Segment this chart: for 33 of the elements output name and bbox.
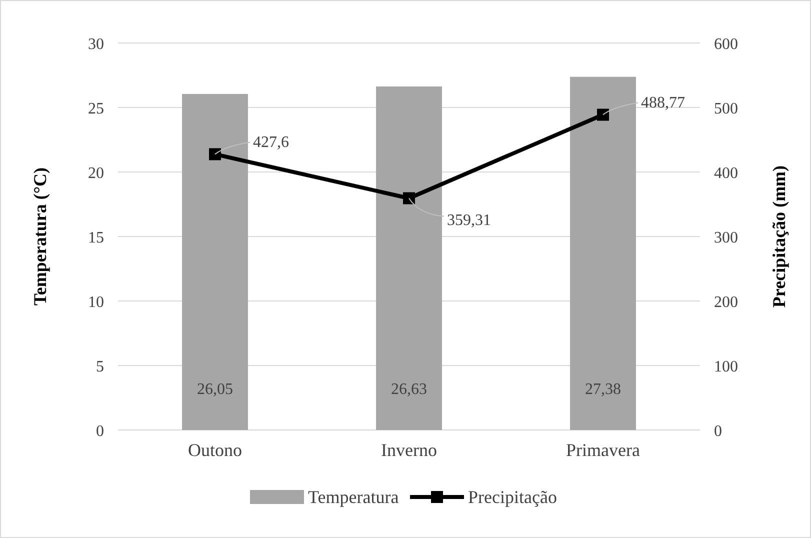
bar — [376, 86, 442, 430]
x-tick-label: Primavera — [566, 440, 640, 460]
data-label: 27,38 — [585, 381, 621, 398]
x-tick-label: Outono — [188, 440, 242, 460]
y-axis-title: Temperatura (°C) — [30, 167, 50, 306]
y2-tick-label: 100 — [714, 358, 738, 376]
data-label: 26,63 — [391, 381, 427, 398]
y2-tick-label: 0 — [714, 423, 722, 440]
data-label: 26,05 — [197, 381, 233, 398]
y2-tick-label: 200 — [714, 294, 738, 311]
bar — [182, 94, 248, 430]
y2-tick-label: 600 — [714, 36, 738, 53]
y-tick-label: 20 — [88, 165, 104, 182]
data-label: 359,31 — [447, 212, 491, 230]
y-tick-label: 5 — [96, 358, 104, 376]
y2-tick-label: 400 — [714, 165, 738, 182]
y2-tick-label: 300 — [714, 230, 738, 246]
x-tick-label: Inverno — [381, 440, 437, 460]
y-tick-label: 10 — [88, 294, 104, 311]
y-tick-label: 0 — [96, 423, 104, 440]
y2-axis-title: Precipitação (mm) — [769, 165, 789, 308]
y2-tick-label: 500 — [714, 100, 738, 118]
point — [209, 148, 221, 160]
y-tick-label: 15 — [88, 230, 104, 246]
y-tick-label: 25 — [88, 100, 104, 118]
point — [597, 108, 609, 121]
data-label: 427,6 — [253, 134, 289, 152]
legend-label: Temperatura — [308, 487, 399, 507]
y-tick-label: 30 — [88, 36, 104, 53]
legend-label: Precipitação — [468, 487, 557, 507]
data-label: 488,77 — [641, 94, 685, 112]
point — [403, 192, 415, 204]
bar — [570, 76, 636, 430]
